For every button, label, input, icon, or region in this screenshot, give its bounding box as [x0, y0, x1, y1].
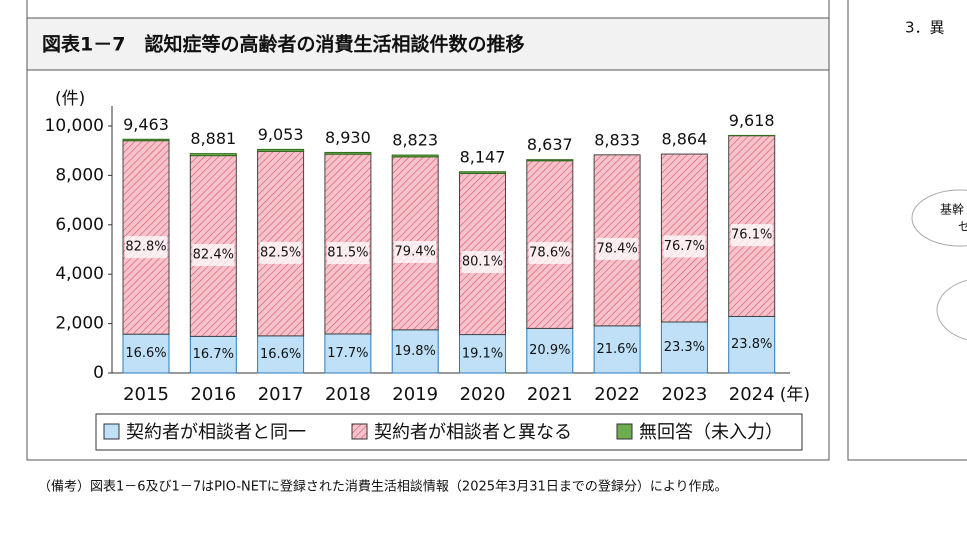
- total-label: 8,833: [594, 130, 640, 149]
- share-label: 82.8%: [125, 240, 166, 255]
- x-unit: (年): [780, 385, 810, 405]
- share-label: 19.1%: [462, 346, 503, 361]
- bar-segment: [325, 152, 371, 154]
- share-label: 19.8%: [395, 344, 436, 359]
- share-label: 76.1%: [731, 228, 772, 243]
- legend-swatch: [104, 424, 119, 439]
- share-label: 23.8%: [731, 337, 772, 352]
- total-label: 9,618: [729, 111, 775, 130]
- y-tick-label: 2,000: [55, 314, 104, 334]
- x-tick-label: 2015: [123, 384, 169, 405]
- side-heading: 3．異: [905, 19, 945, 37]
- total-label: 8,147: [460, 147, 506, 166]
- bubble-text: セ: [958, 220, 967, 234]
- x-tick-label: 2017: [258, 384, 304, 405]
- note: （備考）図表1－6及び1－7はPIO-NETに登録された消費生活相談情報（202…: [38, 479, 728, 495]
- bar-segment: [460, 172, 506, 174]
- y-tick-label: 10,000: [45, 116, 104, 136]
- share-label: 21.6%: [596, 342, 637, 357]
- bar-segment: [392, 155, 438, 157]
- side-panel: [848, 0, 967, 460]
- share-label: 23.3%: [664, 340, 705, 355]
- x-tick-label: 2022: [594, 384, 640, 405]
- legend-swatch: [352, 424, 367, 439]
- share-label: 76.7%: [664, 239, 705, 254]
- bar-segment: [123, 139, 169, 140]
- share-label: 78.4%: [596, 241, 637, 256]
- share-label: 16.6%: [260, 347, 301, 362]
- legend-label: 契約者が相談者と同一: [126, 422, 306, 443]
- bar-segment: [190, 154, 236, 156]
- chart-title: 図表1－7 認知症等の高齢者の消費生活相談件数の推移: [42, 33, 524, 56]
- total-label: 8,930: [325, 128, 371, 147]
- share-label: 79.4%: [395, 244, 436, 259]
- share-label: 20.9%: [529, 343, 570, 358]
- bubble: [912, 190, 967, 246]
- y-tick-label: 4,000: [55, 264, 104, 284]
- bar-segment: [527, 160, 573, 161]
- x-tick-label: 2021: [527, 384, 573, 405]
- total-label: 8,864: [661, 130, 707, 149]
- y-tick-label: 6,000: [55, 215, 104, 235]
- total-label: 9,463: [123, 115, 169, 134]
- share-label: 16.6%: [125, 346, 166, 361]
- total-label: 8,637: [527, 135, 573, 154]
- x-tick-label: 2023: [661, 384, 707, 405]
- share-label: 82.4%: [193, 248, 234, 263]
- total-label: 8,823: [392, 131, 438, 150]
- bubble-text: 基幹: [940, 202, 964, 217]
- y-tick-label: 0: [93, 363, 104, 383]
- x-tick-label: 2019: [392, 384, 438, 405]
- x-tick-label: 2020: [460, 384, 506, 405]
- share-label: 78.6%: [529, 245, 570, 260]
- y-tick-label: 8,000: [55, 165, 104, 185]
- bar-segment: [258, 149, 304, 151]
- share-label: 17.7%: [327, 346, 368, 361]
- x-tick-label: 2024: [729, 384, 775, 405]
- y-unit: (件): [55, 89, 85, 109]
- share-label: 80.1%: [462, 255, 503, 270]
- legend-label: 契約者が相談者と異なる: [374, 422, 572, 443]
- x-tick-label: 2018: [325, 384, 371, 405]
- x-tick-label: 2016: [190, 384, 236, 405]
- legend-swatch: [617, 424, 632, 439]
- share-label: 82.5%: [260, 245, 301, 260]
- share-label: 81.5%: [327, 246, 368, 261]
- share-label: 16.7%: [193, 347, 234, 362]
- bubble: [937, 278, 967, 342]
- total-label: 8,881: [190, 129, 236, 148]
- legend-label: 無回答（未入力）: [639, 422, 783, 443]
- total-label: 9,053: [258, 125, 304, 144]
